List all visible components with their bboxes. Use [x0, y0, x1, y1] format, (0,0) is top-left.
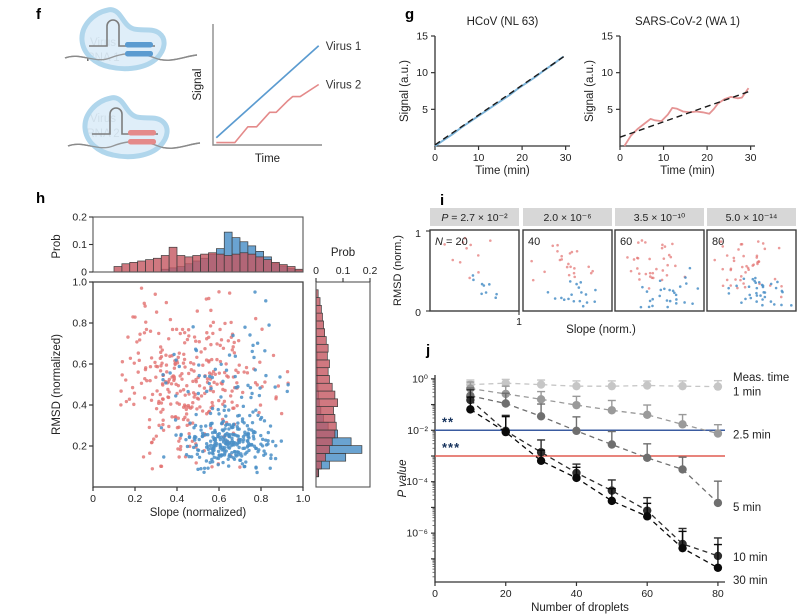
svg-text:10 min: 10 min [733, 552, 768, 564]
svg-text:10⁻⁶: 10⁻⁶ [406, 528, 428, 540]
panel-i-scatter-grid: P = 2.7 × 10⁻² N = 20 2.0 × 10⁻⁶40 3.5 × 10… [392, 208, 797, 336]
svg-text:10: 10 [658, 152, 670, 164]
svg-text:20: 20 [516, 152, 528, 164]
svg-text:5.0 × 10⁻¹⁴: 5.0 × 10⁻¹⁴ [726, 212, 778, 224]
panel-f-illustration: Time Signal Virus 1 Virus 2 [64, 7, 362, 165]
svg-text:RMSD (norm.): RMSD (norm.) [392, 235, 404, 306]
svg-text:1: 1 [415, 228, 421, 240]
panel-label-j: j [426, 342, 431, 359]
svg-text:Slope (normalized): Slope (normalized) [150, 507, 247, 519]
svg-text:15: 15 [601, 31, 613, 43]
svg-text:RMSD (normalized): RMSD (normalized) [51, 334, 63, 435]
svg-text:0: 0 [432, 588, 438, 600]
svg-text:80: 80 [712, 588, 724, 600]
svg-text:1 min: 1 min [733, 387, 761, 399]
svg-text:Time: Time [255, 153, 280, 165]
svg-text:0: 0 [415, 307, 421, 319]
svg-text:1.0: 1.0 [72, 277, 87, 289]
svg-text:Prob: Prob [331, 247, 355, 259]
svg-text:Signal (a.u.): Signal (a.u.) [399, 60, 411, 122]
svg-text:Number of droplets: Number of droplets [531, 602, 629, 614]
svg-text:10: 10 [601, 67, 613, 79]
svg-text:0.2: 0.2 [72, 441, 87, 453]
svg-text:Virus 1: Virus 1 [326, 41, 362, 53]
svg-text:20: 20 [701, 152, 713, 164]
svg-text:HCoV (NL 63): HCoV (NL 63) [467, 16, 539, 28]
svg-text:60: 60 [620, 236, 632, 248]
svg-text:0: 0 [432, 152, 438, 164]
svg-text:Meas. time: Meas. time [733, 372, 789, 384]
svg-text:2.0 × 10⁻⁶: 2.0 × 10⁻⁶ [543, 212, 591, 224]
svg-text:3.5 × 10⁻¹⁰: 3.5 × 10⁻¹⁰ [634, 212, 686, 224]
svg-text:0.2: 0.2 [72, 212, 87, 224]
svg-text:10⁰: 10⁰ [412, 373, 428, 385]
svg-text:Time (min): Time (min) [660, 165, 715, 177]
svg-text:80: 80 [712, 236, 724, 248]
svg-text:N = 20: N = 20 [435, 236, 468, 248]
svg-text:0.8: 0.8 [72, 318, 87, 330]
svg-text:SARS-CoV-2 (WA 1): SARS-CoV-2 (WA 1) [635, 16, 740, 28]
svg-text:10: 10 [416, 67, 428, 79]
svg-text:0.1: 0.1 [336, 265, 351, 277]
svg-text:Time (min): Time (min) [475, 165, 530, 177]
svg-text:2.5 min: 2.5 min [733, 429, 771, 441]
panel-g-hcov-chart: 0 10 20 30 5 10 15 HCoV (NL 63) Time (min) Signal… [399, 16, 572, 177]
svg-text:10: 10 [473, 152, 485, 164]
svg-text:5: 5 [607, 104, 613, 116]
svg-text:0.8: 0.8 [254, 493, 269, 505]
svg-text:Signal: Signal [192, 69, 204, 101]
svg-text:0: 0 [313, 265, 319, 277]
panel-h-joint-chart: 0 0.1 0.2 Prob 0 0.1 0.2 Prob 0 0.2 0.4 0.6 0.8 1.0 0.… [51, 212, 378, 520]
svg-text:0.6: 0.6 [72, 359, 87, 371]
svg-text:0.2: 0.2 [128, 493, 143, 505]
svg-text:1.0: 1.0 [296, 493, 311, 505]
panel-label-f: f [36, 6, 41, 23]
svg-text:0.4: 0.4 [170, 493, 185, 505]
svg-text:0: 0 [617, 152, 623, 164]
svg-text:30 min: 30 min [733, 575, 768, 587]
svg-text:10⁻²: 10⁻² [407, 425, 428, 437]
svg-text:0.2: 0.2 [363, 265, 378, 277]
svg-text:0.4: 0.4 [72, 400, 87, 412]
svg-text:15: 15 [416, 31, 428, 43]
svg-text:30: 30 [560, 152, 572, 164]
svg-text:P = 2.7 × 10⁻²: P = 2.7 × 10⁻² [441, 212, 508, 224]
svg-text:Signal (a.u.): Signal (a.u.) [584, 60, 596, 122]
svg-text:Virus 2: Virus 2 [326, 80, 362, 92]
svg-text:10⁻⁴: 10⁻⁴ [406, 476, 428, 488]
svg-text:**: ** [442, 414, 454, 429]
svg-text:0.6: 0.6 [212, 493, 227, 505]
panel-g-sars-chart: 0 10 20 30 5 10 15 SARS-CoV-2 (WA 1) Time (min) S… [584, 16, 757, 177]
panel-j-pvalue-chart: 10⁰ 10⁻² 10⁻⁴ 10⁻⁶ 0 20 40 60 80 Number of drople… [397, 372, 789, 614]
svg-text:40: 40 [571, 588, 583, 600]
panel-label-h: h [36, 190, 46, 207]
svg-text:0.1: 0.1 [72, 239, 87, 251]
svg-text:P value: P value [397, 460, 409, 498]
svg-text:5 min: 5 min [733, 502, 761, 514]
svg-text:Slope (norm.): Slope (norm.) [566, 324, 636, 336]
panel-label-g: g [405, 6, 415, 23]
svg-text:20: 20 [500, 588, 512, 600]
svg-text:Prob: Prob [51, 234, 63, 258]
svg-text:40: 40 [528, 236, 540, 248]
svg-text:1: 1 [516, 316, 522, 328]
svg-text:0: 0 [81, 267, 87, 279]
panel-label-i: i [440, 192, 445, 209]
svg-text:***: *** [442, 440, 460, 455]
svg-text:30: 30 [745, 152, 757, 164]
svg-text:0: 0 [90, 493, 96, 505]
svg-text:5: 5 [422, 104, 428, 116]
svg-text:60: 60 [641, 588, 653, 600]
